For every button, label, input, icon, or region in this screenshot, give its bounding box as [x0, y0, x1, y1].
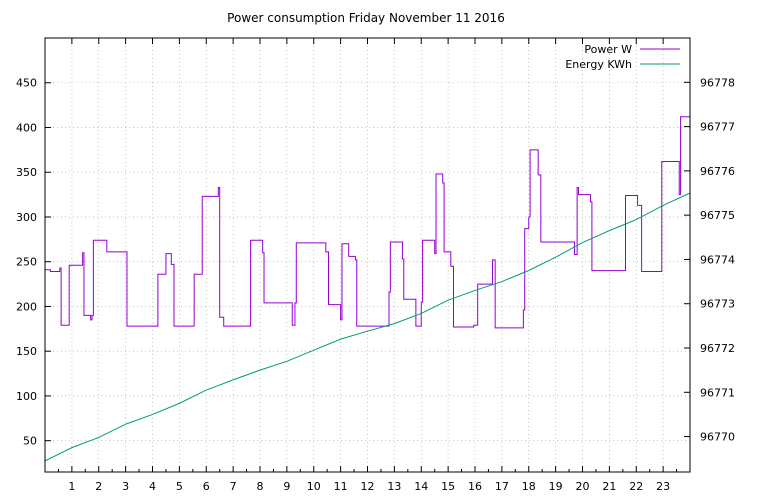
y-axis-ticks: 50 100 150 200 250 300 350 400 450 [16, 77, 51, 448]
x-tick-label: 4 [149, 480, 156, 493]
x-tick-label: 9 [283, 480, 290, 493]
y2-axis-ticks: 96770 96771 96772 96773 96774 96775 96776 96777… [684, 76, 735, 444]
y-tick-label: 200 [16, 300, 37, 313]
y2-tick-label: 96774 [700, 253, 735, 266]
x-tick-label: 18 [522, 480, 536, 493]
legend: Power W Energy KWh [565, 43, 680, 71]
series-energy-line [44, 192, 691, 462]
y-tick-label: 400 [16, 121, 37, 134]
x-tick-label: 17 [495, 480, 509, 493]
y-tick-label: 250 [16, 256, 37, 269]
y2-tick-label: 96776 [700, 165, 735, 178]
x-tick-label: 21 [602, 480, 616, 493]
x-tick-label: 11 [334, 480, 348, 493]
x-tick-label: 8 [257, 480, 264, 493]
x-tick-label: 7 [230, 480, 237, 493]
y2-tick-label: 96770 [700, 431, 735, 444]
plot-border [44, 37, 691, 473]
x-tick-label: 14 [414, 480, 428, 493]
y-tick-label: 450 [16, 77, 37, 90]
y2-tick-label: 96771 [700, 386, 735, 399]
x-tick-label: 16 [468, 480, 482, 493]
grid-lines [45, 38, 690, 472]
y2-tick-label: 96772 [700, 342, 735, 355]
x-tick-label: 20 [576, 480, 590, 493]
legend-label-energy: Energy KWh [565, 58, 632, 71]
x-tick-label: 5 [176, 480, 183, 493]
x-tick-label: 13 [387, 480, 401, 493]
x-tick-label: 23 [656, 480, 670, 493]
y2-tick-label: 96777 [700, 121, 735, 134]
x-tick-label: 1 [68, 480, 75, 493]
x-tick-label: 10 [307, 480, 321, 493]
x-tick-label: 6 [203, 480, 210, 493]
y2-tick-label: 96778 [700, 76, 735, 89]
series-layer [44, 116, 691, 462]
y2-tick-label: 96775 [700, 209, 735, 222]
y-tick-label: 150 [16, 345, 37, 358]
series-power-line [45, 116, 690, 329]
legend-label-power: Power W [584, 43, 632, 56]
y2-tick-label: 96773 [700, 298, 735, 311]
x-tick-label: 22 [629, 480, 643, 493]
chart-title: Power consumption Friday November 11 201… [227, 11, 505, 25]
x-tick-label: 15 [441, 480, 455, 493]
x-tick-label: 12 [361, 480, 375, 493]
y-tick-label: 300 [16, 211, 37, 224]
y-tick-label: 350 [16, 166, 37, 179]
x-tick-label: 19 [549, 480, 563, 493]
y-tick-label: 100 [16, 390, 37, 403]
x-tick-label: 2 [95, 480, 102, 493]
x-tick-label: 3 [122, 480, 129, 493]
y-tick-label: 50 [23, 435, 37, 448]
